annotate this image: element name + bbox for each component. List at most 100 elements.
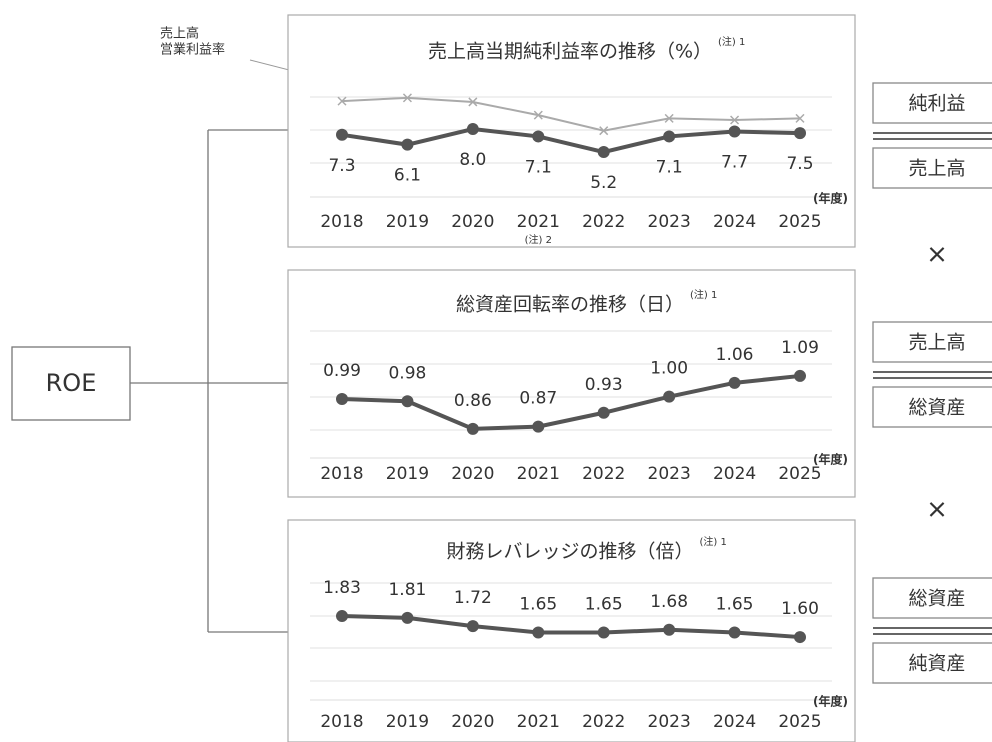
series-line bbox=[341, 96, 801, 132]
point-marker bbox=[337, 96, 347, 106]
point-marker bbox=[728, 376, 741, 389]
data-label: 0.87 bbox=[519, 389, 557, 409]
point-marker bbox=[730, 115, 740, 125]
point-marker bbox=[794, 127, 806, 140]
data-label: 0.86 bbox=[454, 391, 492, 411]
x-tick-label: 2019 bbox=[386, 712, 429, 732]
data-label: 1.06 bbox=[716, 345, 754, 365]
operator: × bbox=[926, 495, 948, 525]
x-tick-label: 2024 bbox=[713, 712, 756, 732]
denominator: 純資産 bbox=[908, 653, 965, 675]
chart-title: 財務レバレッジの推移（倍） bbox=[446, 541, 693, 563]
data-label: 1.65 bbox=[716, 595, 754, 615]
data-label: 8.0 bbox=[459, 150, 486, 170]
numerator: 純利益 bbox=[908, 93, 965, 115]
denominator: 売上高 bbox=[908, 158, 965, 180]
x-tick-label: 2021 bbox=[517, 464, 560, 484]
point-marker bbox=[597, 406, 610, 419]
point-marker bbox=[532, 130, 545, 143]
data-label: 7.1 bbox=[525, 157, 552, 177]
data-label: 1.65 bbox=[585, 595, 623, 615]
fraction-box bbox=[872, 321, 992, 363]
x-tick-label: 2021 bbox=[517, 212, 560, 232]
x-tick-label: 2025 bbox=[778, 464, 821, 484]
series-line bbox=[341, 373, 801, 431]
point-marker bbox=[599, 126, 609, 136]
point-marker bbox=[336, 128, 348, 141]
point-marker bbox=[663, 390, 676, 403]
x-tick-label: 2020 bbox=[451, 212, 494, 232]
x-tick-label: 2019 bbox=[386, 212, 429, 232]
data-label: 1.09 bbox=[781, 338, 819, 358]
point-marker bbox=[597, 626, 610, 639]
chart-title: 総資産回転率の推移（日） bbox=[456, 294, 684, 316]
x-tick-label: 2024 bbox=[713, 212, 756, 232]
x-tick-label: 2024 bbox=[713, 464, 756, 484]
fraction-box bbox=[872, 577, 992, 619]
point-marker bbox=[336, 392, 348, 405]
data-label: 7.5 bbox=[786, 154, 813, 174]
point-marker bbox=[663, 130, 676, 143]
denominator: 総資産 bbox=[908, 397, 965, 419]
point-marker bbox=[794, 631, 806, 644]
point-marker bbox=[663, 623, 676, 636]
title-note: (注) 1 bbox=[690, 288, 717, 301]
point-marker bbox=[597, 146, 610, 159]
x-tick-label: 2023 bbox=[648, 712, 691, 732]
data-label: 1.68 bbox=[650, 592, 688, 612]
data-label: 6.1 bbox=[394, 166, 421, 186]
x-tick-label: 2025 bbox=[778, 212, 821, 232]
data-label: 0.98 bbox=[388, 363, 426, 383]
data-label: 1.83 bbox=[323, 578, 361, 598]
point-marker bbox=[794, 369, 806, 382]
point-marker bbox=[402, 93, 412, 103]
point-marker bbox=[532, 626, 545, 639]
point-marker bbox=[466, 422, 479, 435]
x-tick-label: 2022 bbox=[582, 464, 625, 484]
point-marker bbox=[401, 611, 414, 624]
point-marker bbox=[728, 626, 741, 639]
x-axis-label: (年度) bbox=[813, 694, 848, 709]
annotation: 売上高 bbox=[160, 26, 199, 42]
x-axis-label: (年度) bbox=[813, 452, 848, 467]
connector bbox=[130, 129, 288, 633]
point-marker bbox=[532, 420, 545, 433]
point-marker bbox=[401, 138, 414, 151]
annotation: 営業利益率 bbox=[160, 42, 225, 58]
point-marker bbox=[468, 97, 478, 107]
fraction-box bbox=[872, 386, 992, 428]
data-label: 7.3 bbox=[328, 156, 355, 176]
chart-title: 売上高当期純利益率の推移（%） bbox=[428, 41, 712, 63]
title-note: (注) 1 bbox=[700, 535, 727, 548]
data-label: 7.1 bbox=[656, 157, 683, 177]
point-marker bbox=[336, 610, 348, 623]
numerator: 売上高 bbox=[908, 332, 965, 354]
x-tick-label: 2021 bbox=[517, 712, 560, 732]
x-tick-label: 2022 bbox=[582, 212, 625, 232]
data-label: 5.2 bbox=[590, 173, 617, 193]
roe-label: ROE bbox=[46, 369, 97, 397]
x-tick-label: 2025 bbox=[778, 712, 821, 732]
x-tick-label: 2022 bbox=[582, 712, 625, 732]
data-label: 0.93 bbox=[585, 375, 623, 395]
series-line bbox=[341, 127, 801, 155]
data-label: 1.81 bbox=[388, 580, 426, 600]
x-axis-label: (年度) bbox=[813, 191, 848, 206]
point-marker bbox=[466, 123, 479, 136]
x-tick-label: 2018 bbox=[320, 212, 363, 232]
x-tick-label: 2020 bbox=[451, 712, 494, 732]
point-marker bbox=[795, 113, 805, 123]
x-tick-label: 2018 bbox=[320, 712, 363, 732]
point-marker bbox=[728, 125, 741, 138]
data-label: 7.7 bbox=[721, 153, 748, 173]
data-label: 1.65 bbox=[519, 595, 557, 615]
data-label: 0.99 bbox=[323, 361, 361, 381]
x-tick-label: 2023 bbox=[648, 464, 691, 484]
roe-box bbox=[11, 346, 131, 421]
x-tick-label: 2019 bbox=[386, 464, 429, 484]
fraction-box bbox=[872, 82, 992, 124]
point-marker bbox=[401, 395, 414, 408]
data-label: 1.72 bbox=[454, 588, 492, 608]
fraction-box bbox=[872, 642, 992, 684]
fraction-box bbox=[872, 147, 992, 189]
